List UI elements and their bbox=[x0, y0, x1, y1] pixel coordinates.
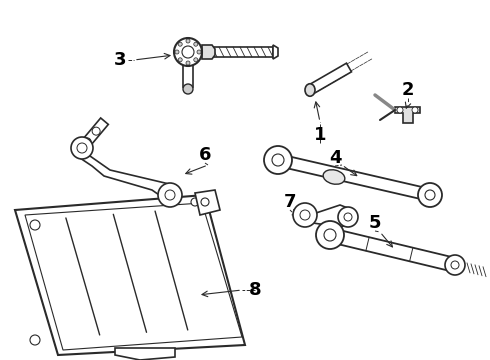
Circle shape bbox=[293, 203, 317, 227]
Circle shape bbox=[300, 210, 310, 220]
Text: 6: 6 bbox=[199, 146, 211, 164]
Circle shape bbox=[418, 183, 442, 207]
Circle shape bbox=[412, 107, 418, 113]
Circle shape bbox=[264, 146, 292, 174]
Polygon shape bbox=[78, 118, 108, 151]
Circle shape bbox=[272, 154, 284, 166]
Circle shape bbox=[186, 61, 190, 65]
Ellipse shape bbox=[323, 170, 345, 184]
Polygon shape bbox=[183, 65, 193, 87]
Polygon shape bbox=[202, 45, 215, 59]
Circle shape bbox=[77, 143, 87, 153]
Circle shape bbox=[178, 42, 182, 46]
Circle shape bbox=[451, 261, 459, 269]
Polygon shape bbox=[308, 63, 351, 94]
Circle shape bbox=[30, 335, 40, 345]
Polygon shape bbox=[15, 195, 245, 355]
Circle shape bbox=[178, 58, 182, 62]
Circle shape bbox=[71, 137, 93, 159]
Circle shape bbox=[92, 127, 100, 135]
Circle shape bbox=[445, 255, 465, 275]
Circle shape bbox=[316, 221, 344, 249]
Circle shape bbox=[186, 39, 190, 43]
Circle shape bbox=[83, 138, 91, 146]
Circle shape bbox=[397, 107, 403, 113]
Polygon shape bbox=[273, 45, 278, 59]
Circle shape bbox=[182, 46, 194, 58]
Text: 2: 2 bbox=[402, 81, 414, 99]
Circle shape bbox=[175, 50, 179, 54]
Polygon shape bbox=[277, 154, 431, 201]
Text: 3: 3 bbox=[114, 51, 126, 69]
Polygon shape bbox=[25, 203, 242, 350]
Polygon shape bbox=[195, 190, 220, 215]
Ellipse shape bbox=[305, 84, 315, 96]
Polygon shape bbox=[300, 205, 353, 227]
Text: 7: 7 bbox=[284, 193, 296, 211]
Text: 4: 4 bbox=[329, 149, 341, 167]
Text: 1: 1 bbox=[314, 126, 326, 144]
Polygon shape bbox=[202, 47, 273, 57]
Circle shape bbox=[425, 190, 435, 200]
Circle shape bbox=[197, 50, 201, 54]
Circle shape bbox=[30, 220, 40, 230]
Circle shape bbox=[324, 229, 336, 241]
Circle shape bbox=[194, 42, 198, 46]
Circle shape bbox=[191, 198, 199, 206]
Polygon shape bbox=[395, 107, 420, 123]
Circle shape bbox=[183, 84, 193, 94]
Circle shape bbox=[194, 58, 198, 62]
Polygon shape bbox=[115, 348, 175, 360]
Circle shape bbox=[165, 190, 175, 200]
Circle shape bbox=[201, 198, 209, 206]
Text: 8: 8 bbox=[249, 281, 261, 299]
Text: 5: 5 bbox=[369, 214, 381, 232]
Circle shape bbox=[344, 213, 352, 221]
Polygon shape bbox=[328, 228, 457, 272]
Circle shape bbox=[174, 38, 202, 66]
Circle shape bbox=[158, 183, 182, 207]
Circle shape bbox=[338, 207, 358, 227]
Polygon shape bbox=[80, 156, 180, 199]
